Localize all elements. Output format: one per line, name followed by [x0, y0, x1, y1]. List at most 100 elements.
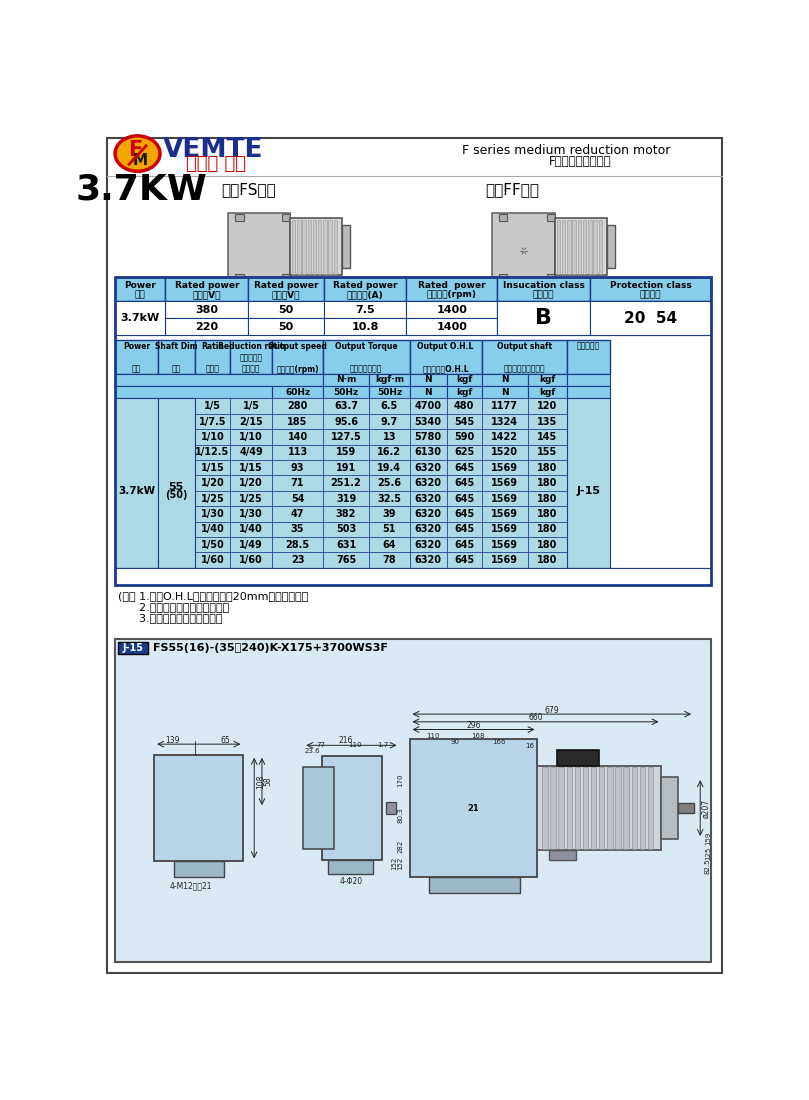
Bar: [409, 374, 447, 386]
Text: 1/15: 1/15: [239, 463, 263, 473]
Bar: [481, 444, 528, 460]
Bar: [632, 768, 637, 849]
Bar: [297, 220, 301, 274]
Bar: [174, 861, 223, 877]
Bar: [369, 460, 409, 475]
Text: 645: 645: [454, 525, 474, 535]
Bar: [567, 521, 609, 537]
Text: 防護等級: 防護等級: [640, 290, 661, 299]
Bar: [158, 491, 195, 506]
Text: 170: 170: [397, 773, 403, 788]
Bar: [447, 444, 481, 460]
Text: 1/5: 1/5: [204, 402, 221, 411]
Bar: [115, 491, 158, 506]
Text: (注） 1.客許O.H.L為輸出軸端面20mm位置的數値。: (注） 1.客許O.H.L為輸出軸端面20mm位置的數値。: [118, 592, 308, 602]
Bar: [230, 340, 273, 374]
Text: Rated power: Rated power: [254, 280, 318, 290]
Circle shape: [516, 748, 528, 760]
Bar: [166, 277, 248, 301]
Text: 額定轉速(rpm): 額定轉速(rpm): [427, 290, 477, 299]
Text: N: N: [425, 388, 432, 397]
Text: 159: 159: [336, 448, 356, 458]
Bar: [115, 277, 711, 585]
Bar: [158, 475, 195, 491]
Bar: [273, 398, 323, 414]
Bar: [273, 521, 323, 537]
Text: 1/10: 1/10: [239, 432, 263, 442]
Bar: [498, 277, 590, 301]
Bar: [481, 521, 528, 537]
Text: 1569: 1569: [491, 494, 519, 504]
Text: F series medium reduction motor: F series medium reduction motor: [462, 144, 671, 157]
Bar: [550, 768, 556, 849]
Text: 180: 180: [537, 540, 557, 550]
Bar: [323, 475, 369, 491]
Bar: [537, 767, 662, 849]
Bar: [228, 213, 290, 288]
Bar: [324, 301, 406, 318]
Text: 電壓（V）: 電壓（V）: [193, 290, 221, 299]
Bar: [158, 552, 195, 568]
Bar: [573, 220, 576, 274]
Bar: [115, 552, 158, 568]
Bar: [328, 220, 332, 274]
Text: 1569: 1569: [491, 556, 519, 565]
Text: 6320: 6320: [415, 509, 442, 519]
Bar: [230, 475, 273, 491]
Bar: [115, 340, 158, 374]
Text: 1/30: 1/30: [239, 509, 263, 519]
Bar: [115, 398, 158, 414]
Bar: [409, 552, 447, 568]
Bar: [648, 768, 654, 849]
Bar: [590, 301, 711, 318]
Bar: [555, 219, 607, 275]
Bar: [582, 768, 588, 849]
Bar: [369, 491, 409, 506]
Text: 319: 319: [336, 494, 356, 504]
Bar: [574, 768, 580, 849]
Bar: [155, 755, 244, 861]
Bar: [307, 220, 311, 274]
Text: 外廓尺寸圖: 外廓尺寸圖: [577, 342, 599, 351]
Bar: [195, 521, 230, 537]
Text: N: N: [501, 388, 509, 397]
Bar: [409, 460, 447, 475]
Text: 減速比: 減速比: [205, 365, 219, 374]
Text: 1/49: 1/49: [239, 540, 263, 550]
Circle shape: [419, 748, 431, 760]
Text: 108: 108: [256, 774, 265, 789]
Text: 64: 64: [383, 540, 396, 550]
Text: 645: 645: [454, 556, 474, 565]
Bar: [230, 521, 273, 537]
Bar: [590, 318, 711, 336]
Bar: [567, 552, 609, 568]
Bar: [567, 429, 609, 444]
Text: 39: 39: [383, 509, 396, 519]
Text: 3.括號（）為實心軸軸徑。: 3.括號（）為實心軸軸徑。: [118, 613, 222, 623]
Bar: [481, 506, 528, 521]
Bar: [447, 398, 481, 414]
Bar: [273, 475, 323, 491]
Text: 2.米標記高轉矩力変視機型。: 2.米標記高轉矩力変視機型。: [118, 602, 230, 612]
Bar: [230, 414, 273, 429]
Bar: [406, 318, 498, 336]
Bar: [369, 506, 409, 521]
Bar: [273, 429, 323, 444]
Text: Ratio: Ratio: [201, 342, 224, 351]
Bar: [158, 398, 195, 568]
Bar: [406, 301, 498, 318]
Bar: [166, 318, 248, 336]
Bar: [567, 444, 609, 460]
Bar: [498, 301, 590, 336]
Bar: [230, 398, 273, 414]
Bar: [369, 386, 409, 398]
Bar: [195, 475, 230, 491]
Text: 145: 145: [537, 432, 557, 442]
Bar: [115, 475, 158, 491]
Text: 3.7kW: 3.7kW: [118, 486, 155, 496]
Text: 296: 296: [466, 722, 481, 730]
Bar: [158, 460, 195, 475]
Bar: [323, 444, 369, 460]
Text: B: B: [535, 308, 553, 328]
Text: 127.5: 127.5: [331, 432, 362, 442]
